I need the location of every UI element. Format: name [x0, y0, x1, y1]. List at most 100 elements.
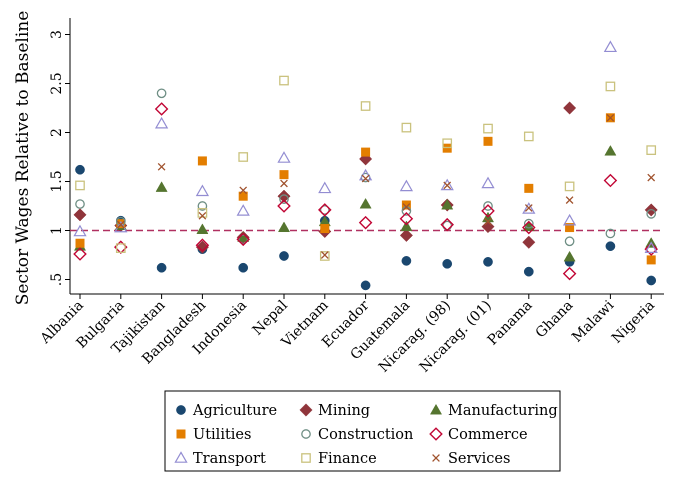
data-point: [646, 145, 657, 155]
data-point: [644, 242, 658, 256]
data-point: [236, 204, 250, 216]
legend-item: Services: [432, 451, 510, 467]
data-point: [318, 203, 332, 217]
x-tick-label: Panama: [485, 298, 536, 349]
legend-marker: [174, 451, 188, 463]
data-point: [75, 180, 85, 191]
data-point: [401, 200, 411, 210]
data-point: [197, 201, 208, 211]
legend-marker: [301, 453, 311, 463]
x-tick-label: Nigeria: [609, 298, 658, 347]
legend-marker: [429, 403, 443, 415]
data-point: [565, 196, 574, 204]
data-point: [401, 256, 412, 266]
data-point: [197, 208, 208, 218]
data-point: [238, 191, 248, 201]
legend-box: [164, 390, 561, 472]
data-point: [156, 88, 167, 99]
data-point: [603, 173, 618, 188]
data-point: [646, 208, 657, 219]
data-point: [319, 251, 330, 261]
data-point: [154, 116, 169, 129]
data-point: [605, 81, 616, 92]
x-tick-label: Nicarag. (98): [376, 298, 454, 376]
data-point: [238, 152, 249, 162]
data-point: [522, 220, 536, 235]
data-point: [523, 266, 534, 277]
data-point: [483, 257, 493, 267]
legend-marker: [176, 405, 186, 415]
data-point: [319, 205, 330, 215]
legend-label: Agriculture: [192, 403, 277, 419]
data-point: [440, 178, 454, 191]
data-point: [73, 208, 87, 222]
data-point: [320, 224, 330, 234]
legend-marker: [299, 403, 313, 417]
data-point: [115, 216, 126, 227]
data-point: [441, 198, 454, 210]
data-point: [605, 241, 616, 252]
data-point: [399, 211, 414, 226]
x-tick-label: Nicarag. (01): [417, 298, 495, 376]
y-tick-label: 2.5: [49, 72, 65, 94]
legend-marker: [429, 427, 443, 441]
data-point: [563, 250, 576, 262]
data-point: [401, 122, 412, 133]
data-point: [196, 223, 209, 234]
legend-label: Manufacturing: [448, 403, 558, 419]
legend-item: Manufacturing: [429, 403, 558, 419]
data-point: [359, 197, 372, 209]
legend-item: Agriculture: [176, 403, 277, 419]
data-point: [236, 232, 250, 247]
data-point: [195, 240, 209, 254]
data-point: [156, 262, 167, 273]
data-point: [442, 143, 452, 153]
data-point: [277, 189, 291, 203]
data-point: [603, 40, 618, 53]
data-point: [483, 123, 493, 134]
data-point: [277, 221, 291, 233]
data-point: [481, 176, 495, 189]
legend-label: Utilities: [193, 427, 251, 443]
data-point: [115, 243, 126, 253]
data-point: [564, 236, 575, 247]
legend-item: Transport: [174, 451, 266, 467]
y-axis-title: Sector Wages Relative to Baseline: [13, 11, 33, 306]
data-point: [644, 241, 658, 253]
data-point: [157, 162, 166, 171]
y-tick-label: .5: [49, 273, 65, 286]
data-point: [483, 136, 493, 146]
data-point: [73, 247, 87, 261]
data-point: [238, 262, 249, 273]
legend-label: Commerce: [448, 427, 528, 443]
data-point: [524, 183, 534, 193]
data-point: [277, 199, 291, 213]
data-point: [238, 234, 249, 245]
data-point: [279, 251, 289, 261]
legend: Agriculture Mining Manufacturing Utilities C…: [164, 390, 561, 472]
data-point: [239, 186, 248, 195]
data-point: [116, 220, 125, 229]
data-point: [197, 156, 207, 166]
data-point: [522, 235, 536, 249]
series-transport: [73, 40, 658, 253]
data-point: [440, 217, 454, 232]
data-point: [605, 228, 616, 239]
data-point: [646, 275, 657, 286]
series-services: [116, 113, 656, 259]
data-point: [75, 199, 85, 209]
legend-item: Construction: [301, 427, 413, 443]
data-point: [361, 174, 370, 183]
data-point: [523, 218, 534, 229]
data-point: [279, 194, 289, 204]
data-point: [116, 219, 126, 229]
data-point: [75, 164, 85, 175]
data-point: [73, 224, 87, 237]
data-point: [400, 220, 413, 232]
data-point: [443, 181, 452, 190]
data-point: [279, 75, 289, 86]
y-tick-label: 1.5: [49, 170, 65, 192]
data-point: [484, 217, 492, 226]
data-point: [361, 147, 371, 157]
